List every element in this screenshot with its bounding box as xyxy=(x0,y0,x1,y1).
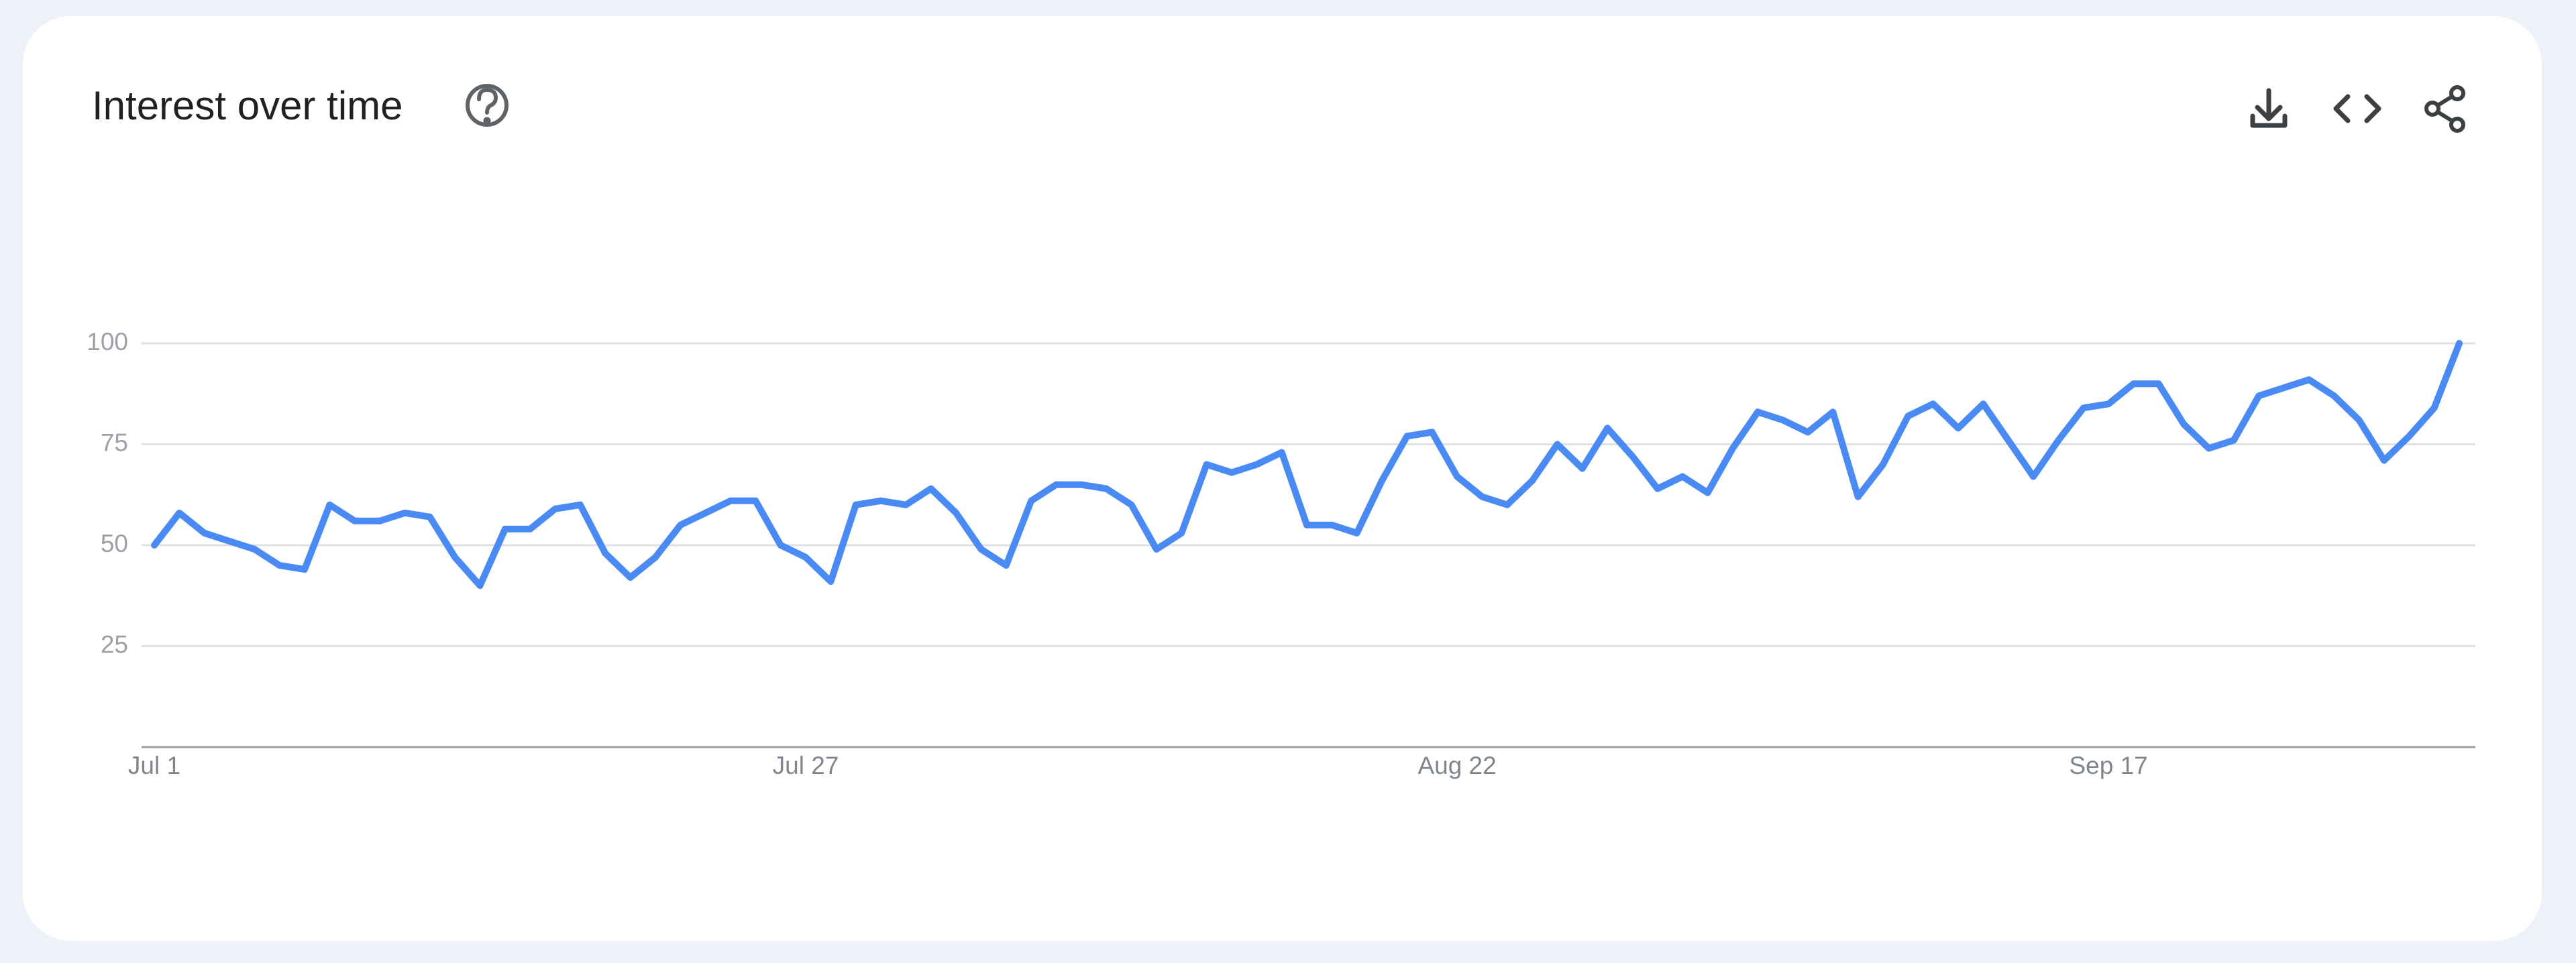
y-tick-label: 50 xyxy=(101,530,128,557)
y-tick-label: 75 xyxy=(101,429,128,456)
share-icon[interactable] xyxy=(2424,85,2465,133)
x-tick-label: Aug 22 xyxy=(1417,752,1496,779)
help-icon[interactable] xyxy=(466,84,508,127)
x-tick-label: Jul 1 xyxy=(128,752,180,779)
embed-icon[interactable] xyxy=(2333,94,2381,123)
chart-title: Interest over time xyxy=(92,83,403,128)
x-tick-label: Sep 17 xyxy=(2069,752,2147,779)
x-tick-label: Jul 27 xyxy=(773,752,839,779)
card xyxy=(23,16,2542,941)
line-series xyxy=(151,340,2463,589)
y-tick-label: 25 xyxy=(101,630,128,658)
y-tick-label: 100 xyxy=(87,328,128,355)
download-icon[interactable] xyxy=(2250,88,2288,128)
